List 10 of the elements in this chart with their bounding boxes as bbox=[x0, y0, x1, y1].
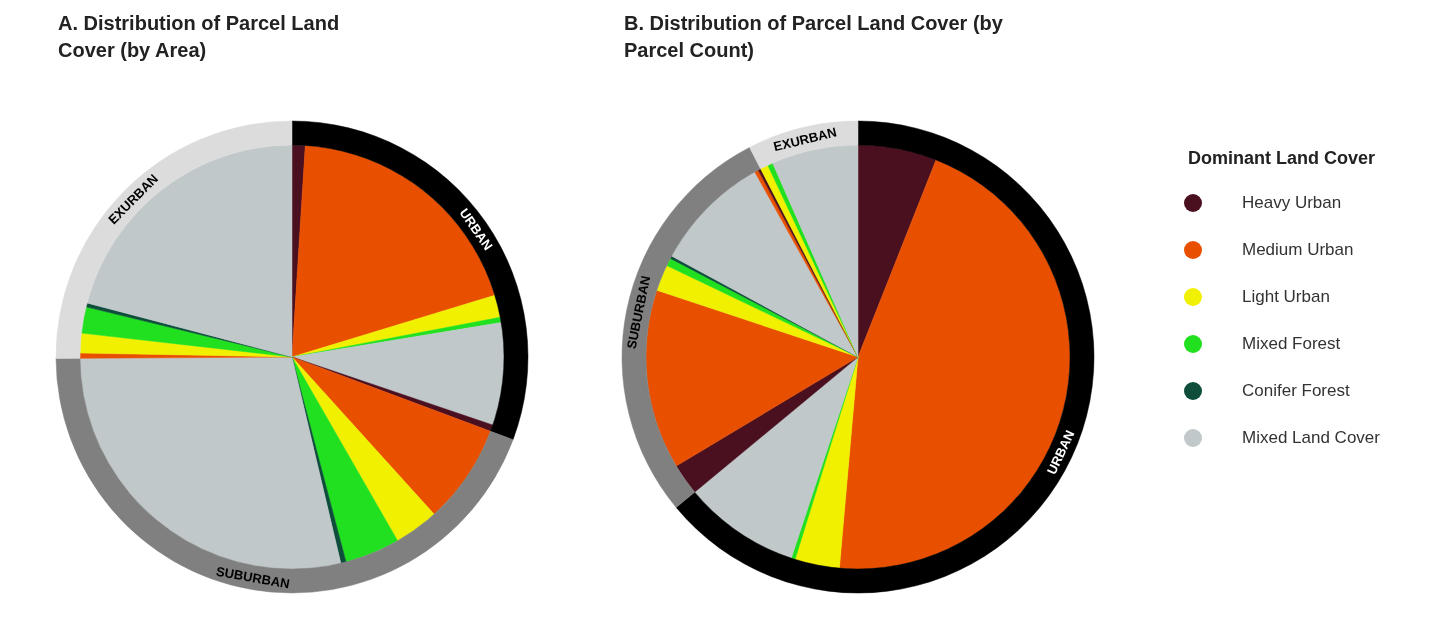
legend-label: Heavy Urban bbox=[1242, 192, 1342, 213]
legend-label: Medium Urban bbox=[1242, 239, 1354, 260]
legend-label: Conifer Forest bbox=[1242, 380, 1350, 401]
chart-title: A. Distribution of Parcel Land Cover (by Area) bbox=[58, 11, 341, 63]
chart-title: B. Distribution of Parcel Land Cover (by Parcel Count) bbox=[624, 11, 1004, 63]
legend-label: Mixed Land Cover bbox=[1242, 427, 1380, 448]
slice-label: SUBURBAN bbox=[214, 563, 291, 592]
legend-label: Mixed Forest bbox=[1242, 333, 1341, 354]
legend-title: Dominant Land Cover bbox=[1188, 148, 1376, 169]
legend-label: Light Urban bbox=[1242, 286, 1330, 307]
